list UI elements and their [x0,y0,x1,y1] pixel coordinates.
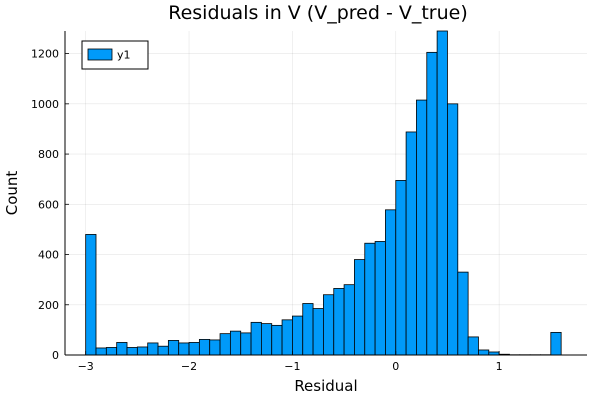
histogram-bar [385,209,397,356]
legend-swatch [87,48,113,61]
histogram-bar [426,51,438,356]
histogram-bar [364,242,376,356]
histogram-bar [188,342,200,356]
y-tick-label: 600 [38,198,59,211]
histogram-bar [157,345,169,356]
y-tick-label: 200 [38,299,59,312]
y-tick-labels: 0 200 400 600 800 1000 1200 [31,48,69,362]
histogram-bar [105,347,118,356]
legend-label: y1 [117,49,131,62]
histogram-bars [85,30,562,356]
y-tick-label: 400 [38,249,59,262]
histogram-bar [354,259,366,356]
histogram-bar [405,131,417,356]
histogram-bar [167,340,180,356]
histogram-bar [147,342,159,356]
histogram-bar [395,180,407,356]
histogram-bar [312,308,324,356]
histogram-bar [323,294,335,356]
axes [64,31,587,356]
histogram-bar [281,319,293,356]
histogram-bar [447,103,459,356]
histogram-bar [219,333,231,356]
histogram-bar [85,234,97,356]
histogram-bar [250,321,262,356]
histogram-bar [229,330,242,356]
y-tick-label: 1200 [31,48,59,61]
histogram-bar [343,284,355,356]
x-tick-labels: −3 −2 −1 0 1 [78,351,503,373]
x-tick-label: −1 [284,360,300,373]
histogram-bar [374,241,386,356]
histogram-bar [209,339,221,356]
y-axis-label: Count [3,171,21,216]
y-tick-label: 1000 [31,98,59,111]
histogram-bar [271,324,283,356]
histogram-bar [260,323,273,356]
histogram-bar [240,332,252,356]
chart-title: Residuals in V (V_pred - V_true) [168,2,468,24]
histogram-bar [302,303,314,356]
histogram-bar [436,30,448,356]
histogram-bar [126,347,138,356]
histogram-bar [116,342,128,356]
histogram-bar [550,331,562,356]
x-tick-label: −2 [181,360,197,373]
legend: y1 [81,40,149,70]
x-tick-label: 1 [496,360,503,373]
histogram-bar [333,288,345,356]
histogram-bar [416,99,428,356]
histogram-bar [457,271,469,356]
histogram-bar [478,349,490,356]
y-tick-label: 0 [52,349,59,362]
histogram-bar [136,346,149,356]
histogram-bar [95,347,107,356]
histogram-bar [467,336,479,356]
x-tick-label: −3 [78,360,94,373]
histogram-bar [198,339,211,356]
x-tick-label: 0 [392,360,399,373]
x-axis-label: Residual [294,377,357,395]
histogram-bar [178,342,190,356]
histogram-bar [292,315,304,356]
y-tick-label: 800 [38,148,59,161]
